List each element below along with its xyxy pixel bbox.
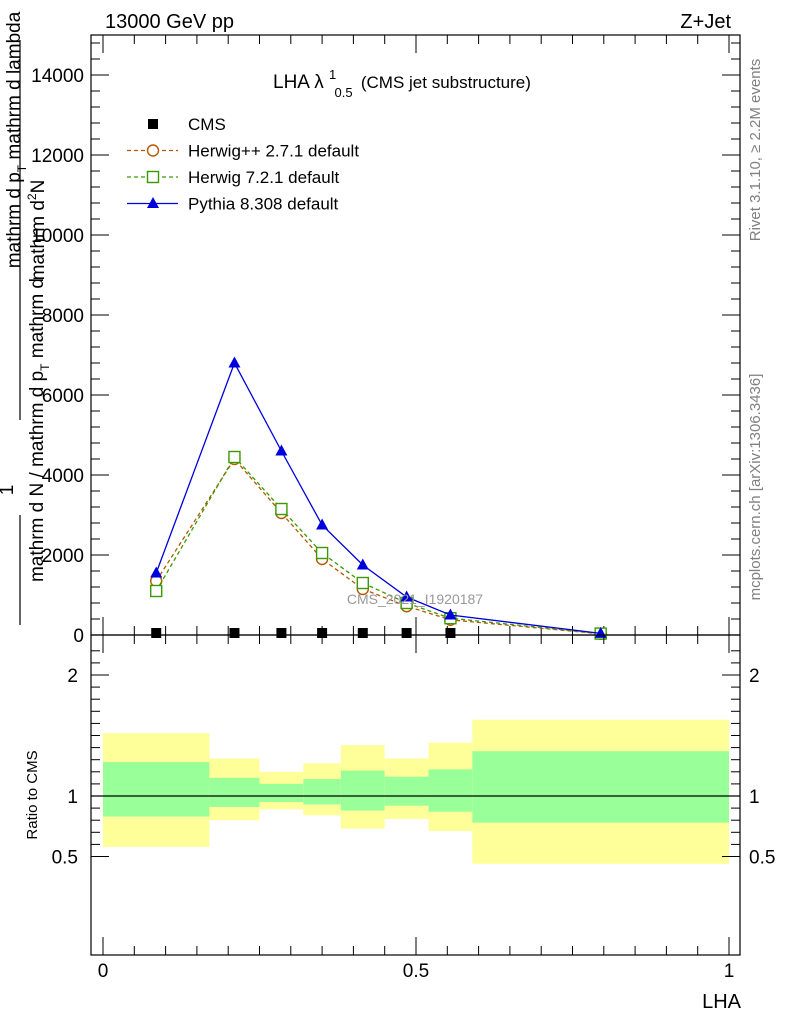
ratio-y-tick-label-left: 0.5 — [52, 848, 78, 869]
y-label-denominator: mathrm d N / mathrm d pT mathrm d — [27, 278, 52, 582]
point-herwig-7-2-1-default — [150, 584, 163, 598]
main-y-tick-label: 8000 — [42, 306, 84, 327]
legend-marker-herwig-2-7-1-default — [146, 144, 160, 157]
ratio-band-inner-4 — [340, 770, 385, 811]
plot-title-sup: 1 — [329, 67, 336, 82]
legend-label-herwig-7-2-1-default: Herwig 7.2.1 default — [188, 168, 339, 187]
main-panel: 0 2000 4000 6000 8000 10000 12000 14000 CMS_202… — [31, 34, 741, 647]
point-pythia-8-308-default — [150, 566, 163, 578]
ratio-band-inner-1 — [209, 777, 260, 807]
legend-label-cms: CMS — [188, 115, 226, 134]
main-y-tick-label: 6000 — [42, 386, 84, 407]
ratio-y-axis-label: Ratio to CMS — [24, 750, 41, 839]
main-axis-ticks — [91, 35, 740, 636]
point-pythia-8-308-default — [400, 590, 413, 602]
legend-marker-herwig-7-2-1-default — [146, 170, 160, 184]
x-axis-label: LHA — [702, 991, 742, 1013]
x-tick-label: 0.5 — [403, 961, 429, 982]
ratio-band-inner-5 — [384, 776, 429, 806]
ratio-band-group — [103, 719, 729, 864]
rivet-version-label: Rivet 3.1.10, ≥ 2.2M events — [747, 59, 764, 242]
x-tick-label: 1 — [724, 961, 735, 982]
point-pythia-8-308-default — [356, 558, 369, 570]
ratio-y-tick-label-right: 1 — [749, 787, 760, 808]
main-y-tick-label: 4000 — [42, 466, 84, 487]
legend: CMS Herwig++ 2.7.1 default Herwig 7.2.1 de… — [127, 115, 359, 214]
point-cms — [357, 628, 368, 638]
legend-label-pythia-8-308-default: Pythia 8.308 default — [188, 195, 339, 214]
ratio-axis-ticks — [91, 635, 740, 955]
ratio-tick-labels: 0.5 0.5 1 1 2 2 0 0.5 1 — [52, 666, 776, 982]
ratio-y-tick-label-left: 1 — [67, 787, 78, 808]
series-line-herwig-2-7-1-default — [155, 457, 601, 635]
main-y-tick-label: 10000 — [31, 226, 84, 247]
point-cms — [151, 628, 162, 638]
main-tick-labels: 0 2000 4000 6000 8000 10000 12000 14000 — [31, 66, 84, 647]
ratio-band-inner-7 — [472, 751, 729, 823]
point-cms — [445, 628, 456, 638]
point-herwig-7-2-1-default — [356, 576, 369, 590]
point-pythia-8-308-default — [275, 444, 288, 456]
y-label-numerator: mathrm d2N — [25, 180, 49, 281]
plot-title-note: (CMS jet substructure) — [361, 73, 531, 92]
header-energy-label: 13000 GeV pp — [105, 11, 234, 33]
legend-marker-cms — [148, 119, 158, 129]
legend-label-herwig-2-7-1-default: Herwig++ 2.7.1 default — [188, 142, 359, 161]
y-label-lower-part: mathrm d pT mathrm d lambda — [4, 11, 29, 268]
point-cms — [229, 628, 240, 638]
ratio-y-tick-label-left: 2 — [67, 666, 78, 687]
point-cms — [401, 628, 412, 638]
analysis-watermark: CMS_2021_I1920187 — [347, 591, 483, 607]
plot-title-sub: 0.5 — [335, 85, 353, 100]
mcplots-credit-label: mcplots.cern.ch [arXiv:1306.3436] — [747, 374, 764, 601]
main-y-tick-label: 12000 — [31, 146, 84, 167]
point-pythia-8-308-default — [444, 608, 457, 620]
ratio-band-inner-2 — [259, 783, 304, 803]
ratio-band-inner-0 — [103, 762, 210, 817]
point-herwig-7-2-1-default — [315, 546, 329, 560]
series-layer — [150, 356, 607, 640]
ratio-band-inner-6 — [428, 769, 473, 812]
x-tick-label: 0 — [98, 961, 109, 982]
plot-title: LHA λ 1 0.5 (CMS jet substructure) — [273, 63, 531, 102]
series-line-pythia-8-308-default — [155, 361, 601, 635]
point-cms — [317, 628, 328, 638]
plot-title-main: LHA λ — [273, 72, 324, 93]
main-y-tick-label: 0 — [73, 626, 84, 647]
main-y-tick-label: 2000 — [42, 546, 84, 567]
legend-marker-pythia-8-308-default — [147, 197, 159, 208]
series-line-herwig-7-2-1-default — [155, 455, 601, 635]
y-label-prefactor: 1 — [0, 485, 18, 496]
main-y-tick-label: 14000 — [31, 66, 84, 87]
ratio-band-inner-3 — [303, 779, 341, 805]
point-pythia-8-308-default — [228, 356, 241, 368]
ratio-y-tick-label-right: 2 — [749, 666, 760, 687]
point-cms — [276, 628, 287, 638]
point-pythia-8-308-default — [316, 518, 329, 530]
main-y-axis-label: mathrm d2N 1 mathrm d N / mathrm d pT ma… — [0, 11, 52, 625]
header-process-label: Z+Jet — [680, 11, 731, 33]
ratio-panel: 0.5 0.5 1 1 2 2 0 0.5 1 Ratio to CMS LHA — [24, 634, 776, 1013]
ratio-y-tick-label-right: 0.5 — [749, 848, 775, 869]
point-herwig-7-2-1-default — [228, 450, 241, 464]
point-herwig-7-2-1-default — [275, 502, 288, 516]
